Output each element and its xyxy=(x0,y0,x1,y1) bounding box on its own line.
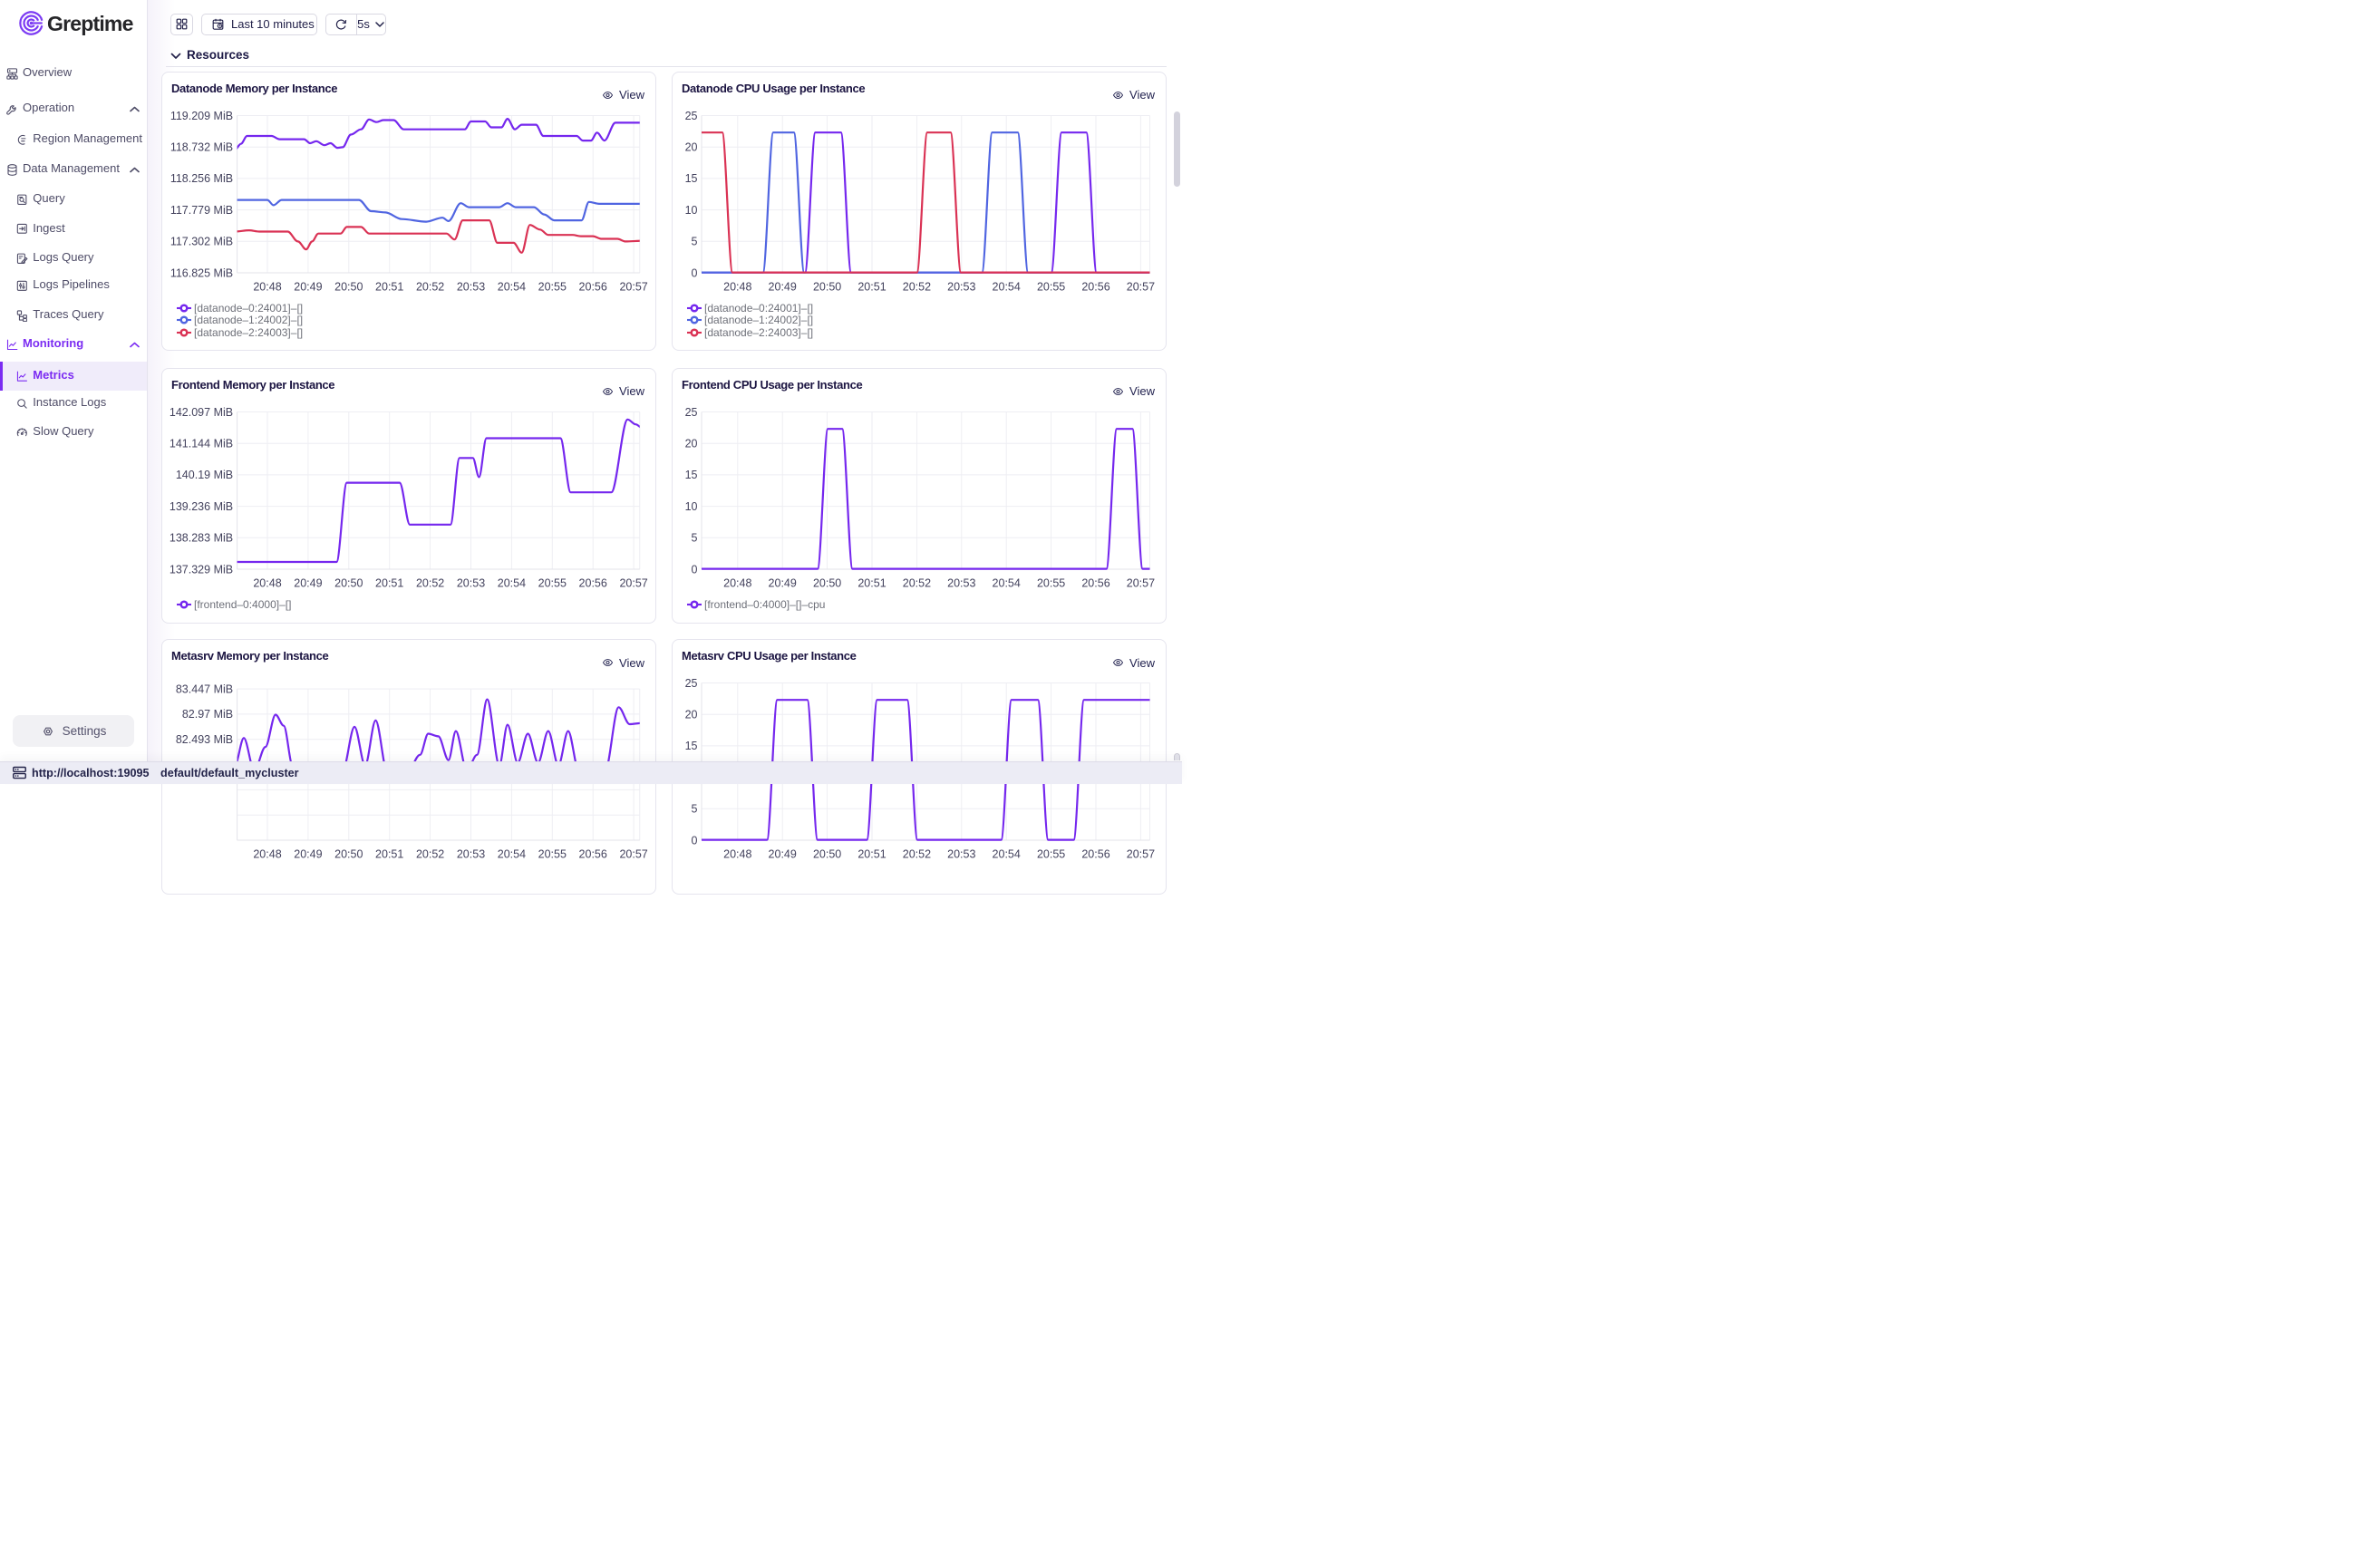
svg-text:25: 25 xyxy=(685,677,698,690)
svg-text:15: 15 xyxy=(685,469,698,481)
svg-text:20:57: 20:57 xyxy=(619,280,647,293)
svg-text:20:57: 20:57 xyxy=(1127,848,1155,861)
svg-text:20:53: 20:53 xyxy=(457,280,485,293)
svg-text:15: 15 xyxy=(685,740,698,752)
svg-text:117.302 MiB: 117.302 MiB xyxy=(170,235,233,247)
svg-text:20:48: 20:48 xyxy=(723,848,751,861)
svg-text:137.329 MiB: 137.329 MiB xyxy=(170,563,233,576)
svg-text:118.256 MiB: 118.256 MiB xyxy=(170,172,233,185)
svg-text:20:56: 20:56 xyxy=(1081,280,1109,293)
svg-text:20:52: 20:52 xyxy=(416,280,444,293)
svg-text:116.825 MiB: 116.825 MiB xyxy=(170,266,233,279)
svg-text:20:51: 20:51 xyxy=(375,848,403,861)
svg-text:20: 20 xyxy=(685,437,698,450)
svg-text:20: 20 xyxy=(685,140,698,153)
svg-text:20:50: 20:50 xyxy=(334,576,363,589)
svg-text:141.144 MiB: 141.144 MiB xyxy=(170,437,233,450)
svg-text:20:49: 20:49 xyxy=(769,280,797,293)
svg-text:0: 0 xyxy=(692,266,698,279)
svg-text:20:53: 20:53 xyxy=(947,848,975,861)
svg-text:20:56: 20:56 xyxy=(1081,848,1109,861)
svg-text:82.493 MiB: 82.493 MiB xyxy=(176,733,233,746)
svg-text:20:55: 20:55 xyxy=(1037,576,1065,589)
svg-text:82.97 MiB: 82.97 MiB xyxy=(182,708,233,721)
svg-text:20:48: 20:48 xyxy=(253,848,281,861)
svg-text:20:52: 20:52 xyxy=(416,848,444,861)
svg-text:20:54: 20:54 xyxy=(498,576,526,589)
svg-text:20:55: 20:55 xyxy=(538,280,567,293)
svg-text:20:51: 20:51 xyxy=(857,280,886,293)
svg-text:20:51: 20:51 xyxy=(375,576,403,589)
svg-text:20:52: 20:52 xyxy=(903,576,931,589)
svg-text:20:57: 20:57 xyxy=(619,848,647,861)
svg-text:20:56: 20:56 xyxy=(579,848,607,861)
svg-text:20:54: 20:54 xyxy=(498,848,526,861)
svg-text:140.19 MiB: 140.19 MiB xyxy=(176,469,233,481)
svg-text:20:54: 20:54 xyxy=(498,280,526,293)
svg-text:25: 25 xyxy=(685,109,698,121)
svg-text:20:50: 20:50 xyxy=(813,848,841,861)
svg-text:20:52: 20:52 xyxy=(903,280,931,293)
svg-text:139.236 MiB: 139.236 MiB xyxy=(170,499,233,512)
svg-text:0: 0 xyxy=(692,835,698,847)
svg-text:142.097 MiB: 142.097 MiB xyxy=(170,405,233,418)
svg-text:20:49: 20:49 xyxy=(294,280,322,293)
svg-text:20:50: 20:50 xyxy=(813,576,841,589)
svg-text:20:48: 20:48 xyxy=(253,280,281,293)
svg-text:118.732 MiB: 118.732 MiB xyxy=(170,140,233,153)
svg-text:20:56: 20:56 xyxy=(1081,576,1109,589)
svg-text:20:50: 20:50 xyxy=(334,848,363,861)
svg-text:20:49: 20:49 xyxy=(294,848,322,861)
svg-text:20:53: 20:53 xyxy=(457,848,485,861)
svg-text:20:53: 20:53 xyxy=(947,576,975,589)
svg-text:20:57: 20:57 xyxy=(1127,576,1155,589)
svg-text:20:50: 20:50 xyxy=(334,280,363,293)
svg-text:20:49: 20:49 xyxy=(294,576,322,589)
svg-text:20:51: 20:51 xyxy=(375,280,403,293)
svg-text:5: 5 xyxy=(692,803,698,816)
svg-text:20:48: 20:48 xyxy=(253,576,281,589)
svg-text:20:55: 20:55 xyxy=(538,848,567,861)
svg-text:20:54: 20:54 xyxy=(993,576,1021,589)
svg-text:10: 10 xyxy=(685,203,698,216)
svg-text:20:49: 20:49 xyxy=(769,576,797,589)
svg-text:20:49: 20:49 xyxy=(769,848,797,861)
svg-text:117.779 MiB: 117.779 MiB xyxy=(170,203,233,216)
svg-text:0: 0 xyxy=(692,563,698,576)
svg-text:20:52: 20:52 xyxy=(903,848,931,861)
svg-text:20:55: 20:55 xyxy=(1037,280,1065,293)
svg-text:20:55: 20:55 xyxy=(538,576,567,589)
svg-text:15: 15 xyxy=(685,172,698,185)
svg-text:5: 5 xyxy=(692,235,698,247)
svg-text:5: 5 xyxy=(692,531,698,544)
svg-text:20:52: 20:52 xyxy=(416,576,444,589)
svg-text:20:56: 20:56 xyxy=(579,576,607,589)
svg-text:20:55: 20:55 xyxy=(1037,848,1065,861)
svg-text:20:57: 20:57 xyxy=(619,576,647,589)
svg-text:138.283 MiB: 138.283 MiB xyxy=(170,531,233,544)
svg-text:20: 20 xyxy=(685,709,698,721)
svg-text:20:51: 20:51 xyxy=(857,576,886,589)
svg-text:20:57: 20:57 xyxy=(1127,280,1155,293)
svg-text:20:54: 20:54 xyxy=(993,280,1021,293)
svg-text:119.209 MiB: 119.209 MiB xyxy=(170,109,233,121)
svg-text:20:54: 20:54 xyxy=(993,848,1021,861)
svg-text:20:56: 20:56 xyxy=(579,280,607,293)
svg-text:20:50: 20:50 xyxy=(813,280,841,293)
svg-text:20:48: 20:48 xyxy=(723,576,751,589)
svg-text:10: 10 xyxy=(685,499,698,512)
svg-text:83.447 MiB: 83.447 MiB xyxy=(176,683,233,696)
svg-text:20:53: 20:53 xyxy=(947,280,975,293)
svg-text:20:53: 20:53 xyxy=(457,576,485,589)
svg-text:20:48: 20:48 xyxy=(723,280,751,293)
svg-text:20:51: 20:51 xyxy=(857,848,886,861)
svg-text:25: 25 xyxy=(685,405,698,418)
